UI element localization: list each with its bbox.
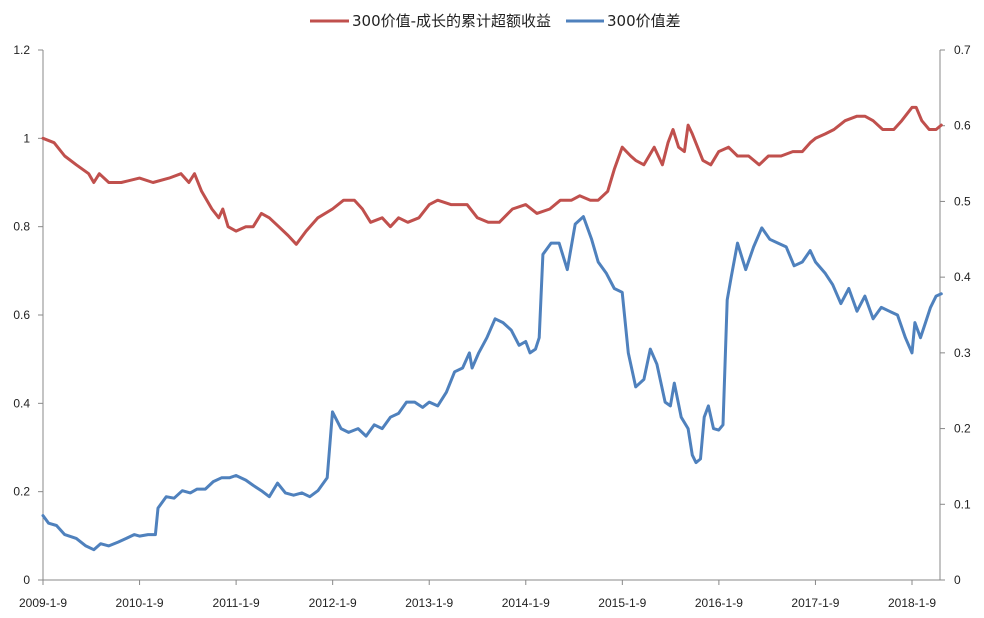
x-tick-label: 2012-1-9 [309, 596, 357, 610]
x-tick-label: 2011-1-9 [213, 596, 260, 610]
right-tick-label: 0.1 [954, 497, 971, 511]
right-axis-ticks: 0 0.1 0.2 0.3 0.4 0.5 0.6 0.7 [940, 43, 971, 587]
x-tick-label: 2014-1-9 [502, 596, 550, 610]
left-tick-label: 0.6 [13, 308, 30, 322]
right-tick-label: 0.2 [954, 422, 971, 436]
right-tick-label: 0 [954, 573, 961, 587]
left-tick-label: 0 [23, 573, 30, 587]
right-tick-label: 0.4 [954, 270, 971, 284]
left-tick-label: 1.2 [13, 43, 30, 57]
x-tick-label: 2017-1-9 [791, 596, 839, 610]
left-axis-ticks: 0 0.2 0.4 0.6 0.8 1 1.2 [13, 43, 43, 587]
x-axis-ticks: 2009-1-9 2010-1-9 2011-1-9 2012-1-9 2013-1-9… [19, 580, 936, 610]
right-tick-label: 0.6 [954, 119, 971, 133]
left-tick-label: 0.8 [13, 220, 30, 234]
x-tick-label: 2009-1-9 [19, 596, 67, 610]
x-tick-label: 2018-1-9 [888, 596, 936, 610]
legend: 300价值-成长的累计超额收益 300价值差 [310, 12, 681, 30]
left-tick-label: 0.4 [13, 396, 30, 410]
series-line-excess-return [41, 105, 943, 246]
x-tick-label: 2016-1-9 [695, 596, 743, 610]
right-tick-label: 0.5 [954, 194, 971, 208]
right-tick-label: 0.7 [954, 43, 971, 57]
right-tick-label: 0.3 [954, 346, 971, 360]
series-line-value-spread [41, 215, 943, 552]
legend-label-excess-return: 300价值-成长的累计超额收益 [352, 12, 551, 30]
x-tick-label: 2010-1-9 [116, 596, 164, 610]
left-tick-label: 1 [23, 131, 30, 145]
series-layer [41, 105, 943, 552]
x-tick-label: 2013-1-9 [405, 596, 453, 610]
legend-label-value-spread: 300价值差 [607, 12, 681, 30]
left-tick-label: 0.2 [13, 485, 30, 499]
x-tick-label: 2015-1-9 [598, 596, 646, 610]
